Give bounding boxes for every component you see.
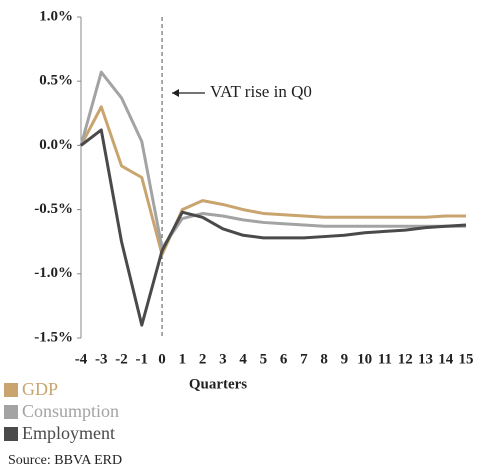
x-tick-label: 4 bbox=[239, 351, 247, 367]
x-tick-label: 7 bbox=[300, 351, 308, 367]
legend-swatch bbox=[4, 427, 18, 441]
x-tick-label: 3 bbox=[219, 351, 227, 367]
x-tick-label: 12 bbox=[398, 351, 413, 367]
source: Source: BBVA ERD bbox=[8, 453, 122, 468]
y-tick-label: 0.0% bbox=[39, 137, 73, 153]
x-tick-label: 13 bbox=[418, 351, 433, 367]
x-tick-label: 0 bbox=[158, 351, 166, 367]
legend-label: Consumption bbox=[22, 401, 119, 421]
x-tick-label: 6 bbox=[280, 351, 288, 367]
legend-swatch bbox=[4, 383, 18, 397]
x-tick-label: 2 bbox=[199, 351, 207, 367]
x-tick-label: 15 bbox=[459, 351, 474, 367]
series-line bbox=[79, 105, 466, 257]
x-tick-label: 8 bbox=[320, 351, 328, 367]
x-tick-label: -1 bbox=[136, 351, 149, 367]
legend-label: Employment bbox=[22, 423, 115, 443]
legend-swatch bbox=[4, 405, 18, 419]
x-tick-label: 9 bbox=[341, 351, 349, 367]
series-line bbox=[79, 70, 466, 250]
legend-label: GDP bbox=[22, 379, 58, 399]
x-axis-label: Quarters bbox=[189, 376, 247, 392]
y-tick-label: -1.0% bbox=[34, 265, 73, 281]
x-tick-label: -4 bbox=[75, 351, 88, 367]
x-tick-label: 10 bbox=[357, 351, 372, 367]
series-line bbox=[80, 128, 467, 327]
y-tick-label: -1.5% bbox=[34, 329, 73, 345]
x-tick-label: 11 bbox=[378, 351, 392, 367]
x-tick-label: 14 bbox=[438, 351, 454, 367]
annotation-arrowhead bbox=[172, 89, 179, 97]
annotation: VAT rise in Q0 bbox=[210, 82, 312, 101]
y-tick-label: -0.5% bbox=[34, 201, 73, 217]
x-tick-label: 1 bbox=[179, 351, 187, 367]
x-tick-label: -2 bbox=[115, 351, 128, 367]
y-tick-label: 1.0% bbox=[39, 8, 73, 24]
y-tick-label: 0.5% bbox=[39, 73, 73, 89]
x-tick-label: -3 bbox=[95, 351, 108, 367]
x-tick-label: 5 bbox=[260, 351, 268, 367]
